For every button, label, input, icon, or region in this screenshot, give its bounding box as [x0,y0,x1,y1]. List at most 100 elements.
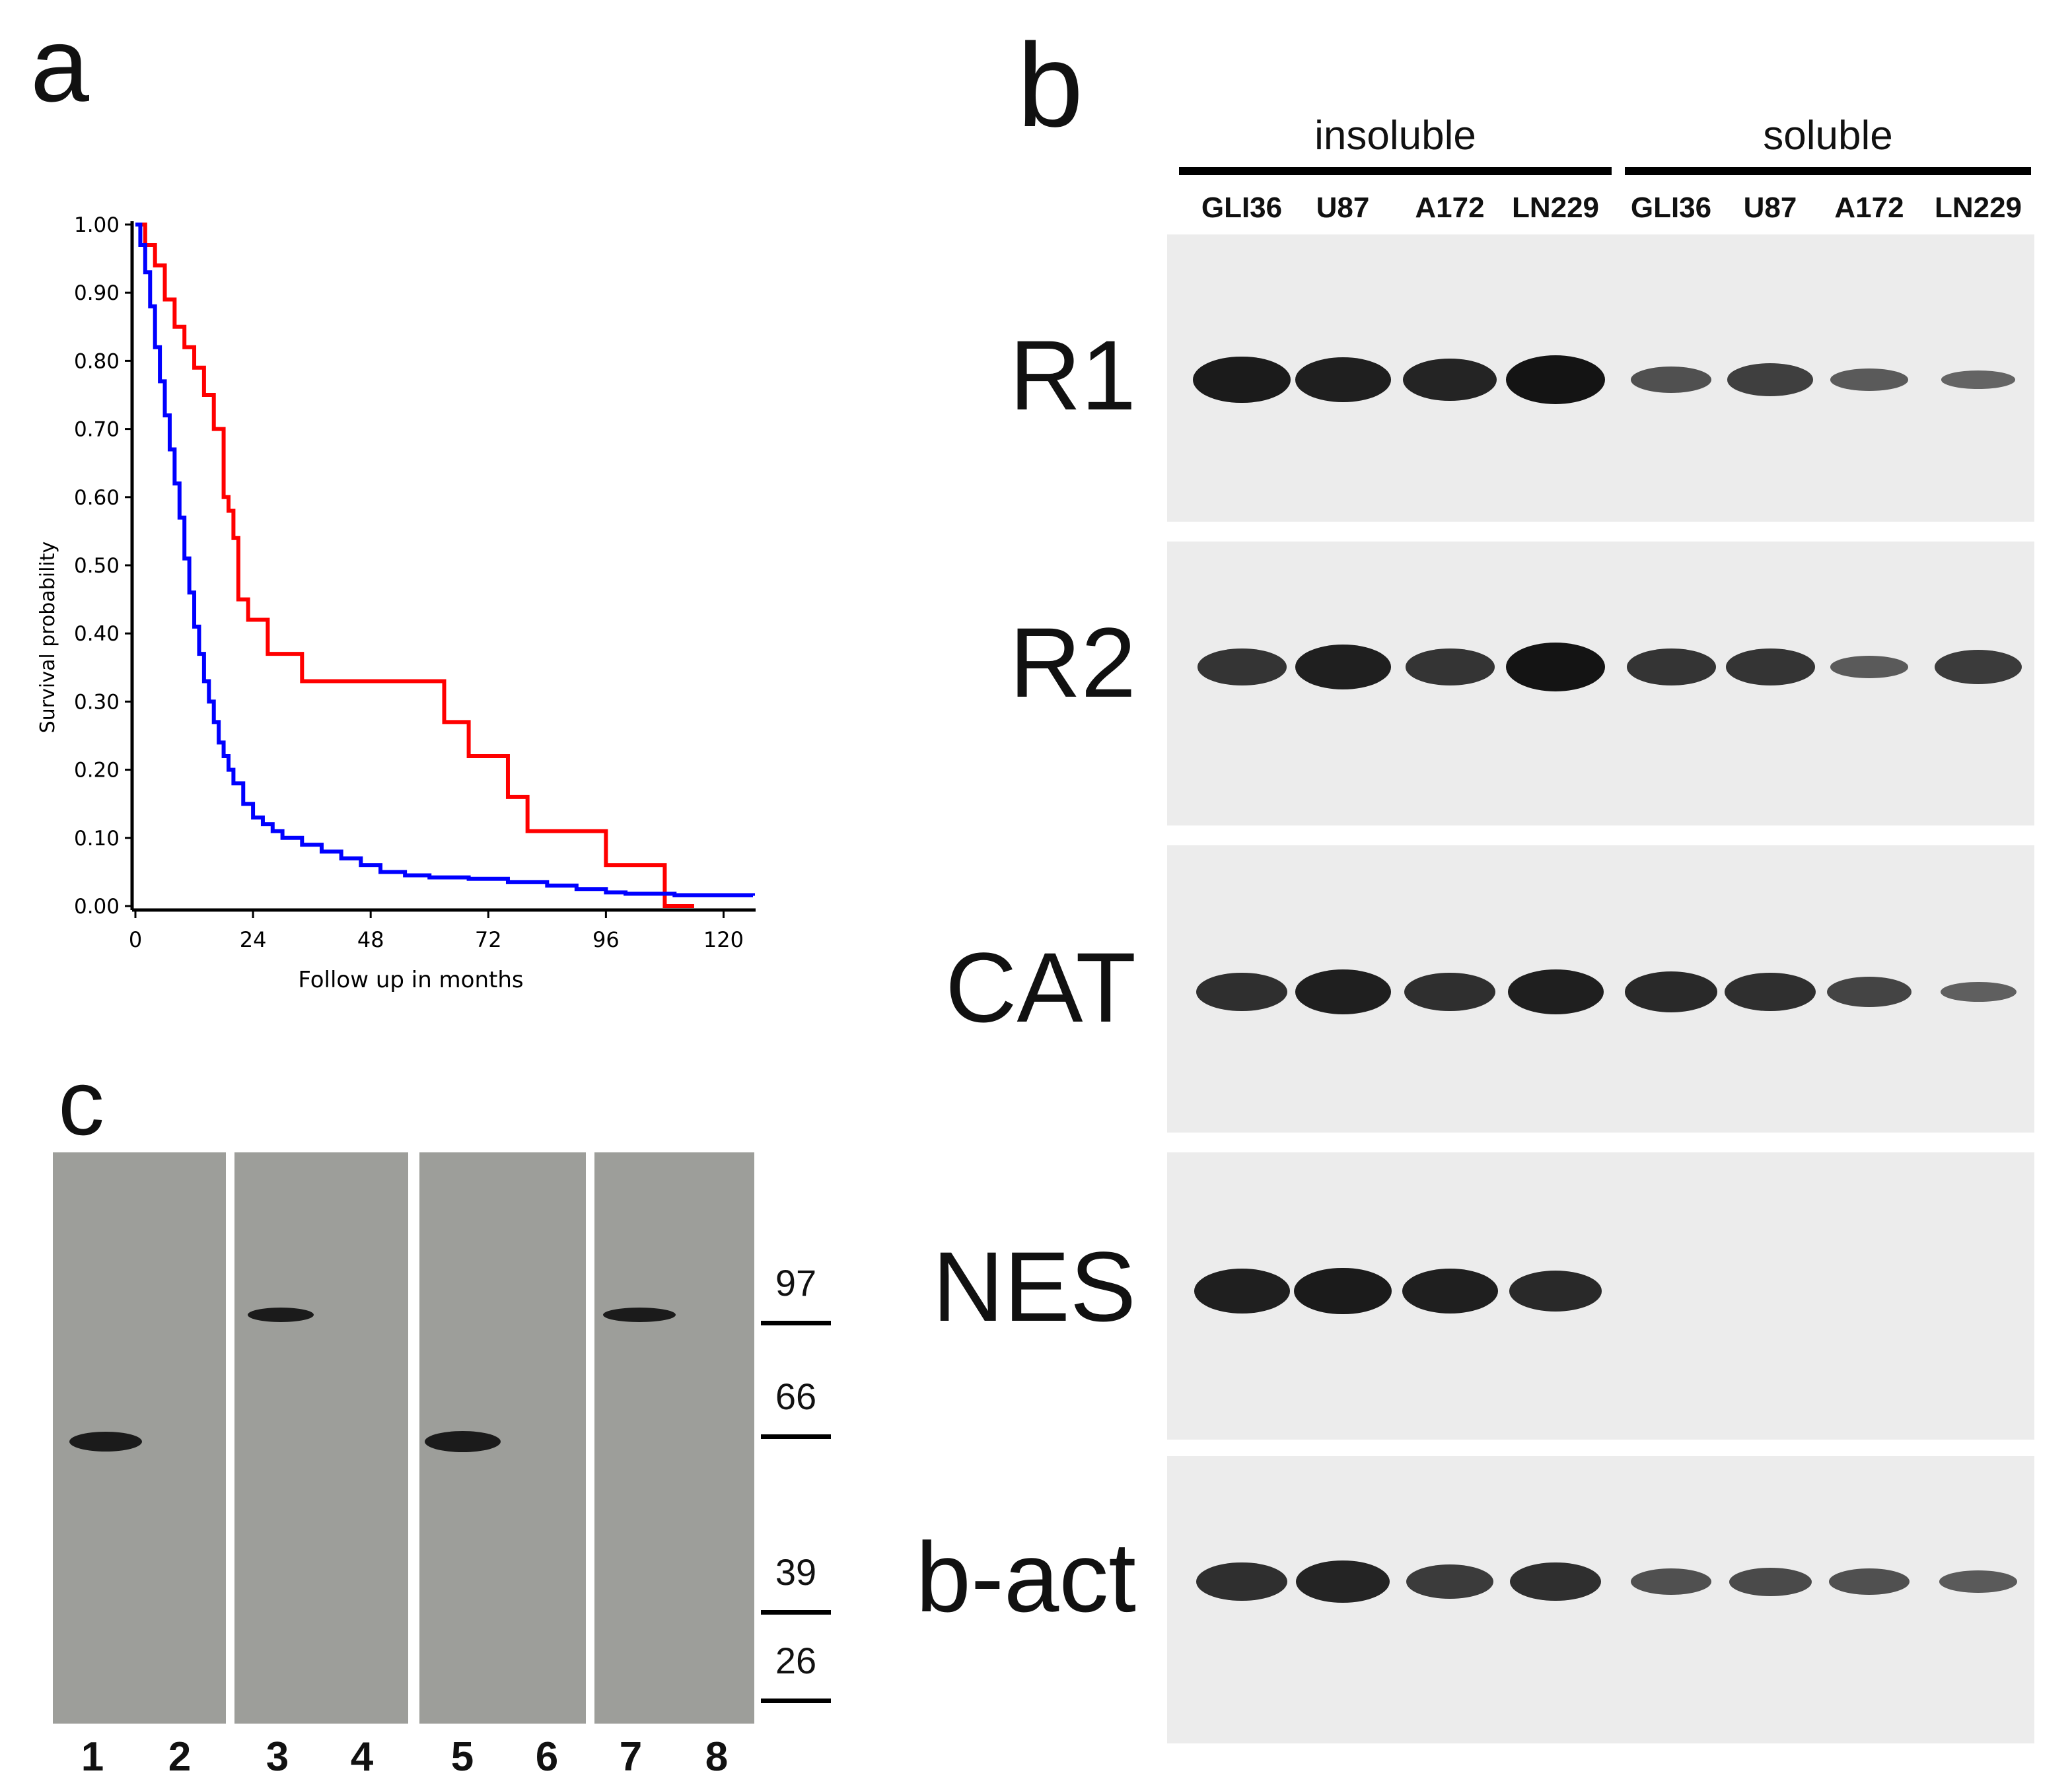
blot-band [1630,1568,1712,1595]
row-label-nes: NES [932,1231,1136,1342]
blot-band [1729,1567,1812,1596]
x-axis-label: Follow up in months [298,967,523,993]
blot-band [1725,648,1815,685]
blot-band [1197,648,1287,685]
group-title-soluble: soluble [1763,113,1893,158]
marker-bar [761,1610,831,1615]
blot-band [1630,367,1712,393]
y-tick-label: 0.70 [74,418,120,442]
chart-ticks: 0.00 0.10 0.20 0.30 0.40 0.50 0.60 0.70 0.80 0.90… [74,213,744,952]
lane-label: U87 [1743,192,1797,224]
row-label-b-act: b-act [915,1522,1136,1632]
marker-bar [761,1321,831,1325]
blot-band [1196,1562,1287,1601]
x-tick-label: 120 [703,927,744,952]
panel-c-letter: c [58,1051,104,1154]
row-label-r2: R2 [1009,607,1136,718]
gel-strip-2 [234,1152,408,1724]
y-tick-label: 0.50 [74,554,120,578]
blot-band [1193,356,1291,403]
blot-band [1828,1568,1910,1595]
survival-curve-1 [135,223,694,908]
lane-label: A172 [1415,192,1485,224]
x-tick-label: 0 [129,927,142,952]
blot-band [1939,1570,2017,1593]
blot-band [1194,1269,1290,1314]
blot-band [1295,1560,1390,1603]
y-tick-label: 1.00 [74,213,120,237]
gel-lane-number: 3 [266,1734,289,1780]
panel-b-letter: b [1017,19,1084,152]
chart-axes [130,221,756,912]
gel-band [248,1308,314,1322]
x-tick-label: 24 [240,927,267,952]
x-tick-label: 48 [357,927,384,952]
blot-band [1402,358,1497,402]
blot-band [1510,1562,1601,1601]
blot-band [1295,645,1391,689]
y-tick-label: 0.80 [74,349,120,373]
blot-band [1507,969,1604,1014]
blot-band [1827,976,1911,1008]
survival-curve-2 [135,223,755,897]
gel-lane-number: 8 [705,1734,729,1780]
gel-band [603,1308,676,1322]
chart-series [135,223,755,908]
blot-membrane-r2 [1167,542,2034,825]
marker-bar [761,1699,831,1703]
survival-chart: 0.00 0.10 0.20 0.30 0.40 0.50 0.60 0.70 0.80 0.90… [36,213,756,993]
blot-membrane-b-act [1167,1456,2034,1743]
gel-band [424,1431,501,1452]
lane-label: GLI36 [1630,192,1712,224]
blot-band [1295,357,1391,402]
blot-band [1295,969,1391,1014]
gel-lane-number: 1 [81,1734,104,1780]
marker-label: 66 [775,1376,817,1417]
y-tick-label: 0.40 [74,622,120,646]
gel-lane-number: 4 [350,1734,374,1780]
row-label-cat: CAT [945,932,1136,1043]
blot-band [1626,648,1716,685]
gel-lane-number: 7 [619,1734,643,1780]
gel-strip-4 [594,1152,754,1724]
marker-label: 97 [775,1262,817,1304]
y-tick-label: 0.00 [74,895,120,919]
y-tick-label: 0.10 [74,827,120,851]
y-tick-label: 0.90 [74,281,120,305]
panel-a-letter: a [30,5,89,123]
y-tick-label: 0.30 [74,690,120,714]
gel-lane-number: 5 [450,1734,474,1780]
lane-label: U87 [1316,192,1370,224]
gel-band [69,1432,142,1452]
lane-label: A172 [1834,192,1904,224]
blot-band [1404,972,1495,1012]
blot-band [1625,971,1717,1012]
blot-band [1406,1564,1494,1599]
blot-band [1941,370,2016,389]
blot-band [1294,1267,1392,1315]
blot-band [1727,363,1813,396]
blot-band [1940,981,2017,1002]
blot-band [1725,972,1816,1012]
gel-lane-number: 2 [168,1734,192,1780]
lane-label: GLI36 [1201,192,1283,224]
blot-band [1402,1269,1498,1314]
blot-band [1405,648,1495,685]
blot-band [1934,649,2022,685]
group-title-insoluble: insoluble [1314,113,1476,158]
blot-band [1830,368,1908,391]
marker-bar [761,1434,831,1439]
y-tick-label: 0.60 [74,486,120,510]
group-bar [1179,167,1612,175]
blot-band [1830,656,1908,678]
marker-label: 26 [775,1640,817,1681]
group-bar [1625,167,2031,175]
y-tick-label: 0.20 [74,759,120,783]
blot-band [1509,1271,1602,1312]
blot-band [1196,972,1287,1012]
row-label-r1: R1 [1009,320,1136,431]
x-tick-label: 96 [592,927,620,952]
lane-label: LN229 [1511,192,1600,224]
marker-label: 39 [775,1551,817,1593]
blot-band [1506,355,1605,404]
